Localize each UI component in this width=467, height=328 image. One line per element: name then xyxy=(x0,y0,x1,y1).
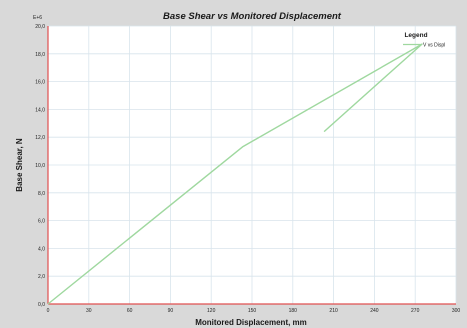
x-tick-label: 60 xyxy=(127,308,133,314)
x-tick-label: 30 xyxy=(86,308,92,314)
y-tick-label: 20,0 xyxy=(35,24,45,30)
grid-layer xyxy=(48,25,457,304)
y-tick-label: 8,0 xyxy=(38,191,45,197)
y-tick-label: 0,0 xyxy=(38,302,45,308)
y-tick-label: 10,0 xyxy=(35,163,45,169)
x-tick-label: 270 xyxy=(411,308,420,314)
x-tick-label: 300 xyxy=(452,308,461,314)
y-tick-label: 12,0 xyxy=(35,135,45,141)
y-tick-label: 2,0 xyxy=(38,274,45,280)
series-line xyxy=(47,43,423,305)
x-tick-label: 210 xyxy=(329,308,338,314)
x-tick-label: 150 xyxy=(248,308,257,314)
y-tick-label: 4,0 xyxy=(38,246,45,252)
legend-title: Legend xyxy=(404,32,427,39)
chart-title: Base Shear vs Monitored Displacement xyxy=(163,11,342,22)
x-tick-label: 180 xyxy=(289,308,298,314)
y-tick-label: 6,0 xyxy=(38,219,45,225)
y-tick-label: 16,0 xyxy=(35,80,45,86)
x-axis-title: Monitored Displacement, mm xyxy=(195,318,307,327)
legend-label: V vs Displ xyxy=(423,43,445,49)
y-multiplier: E+6 xyxy=(33,15,42,21)
x-tick-label: 90 xyxy=(168,308,174,314)
series-layer xyxy=(47,43,423,305)
legend: Legend V vs Displ xyxy=(403,32,445,49)
y-tick-label: 18,0 xyxy=(35,52,45,58)
x-tick-label: 0 xyxy=(47,308,50,314)
x-tick-label: 240 xyxy=(370,308,379,314)
y-axis-title: Base Shear, N xyxy=(15,138,24,192)
y-tick-label: 14,0 xyxy=(35,107,45,113)
tick-layer: 0 30 60 90 120 150 180 210 240 270 300 0,0 2,0 4,0 6,0… xyxy=(35,24,460,314)
x-tick-label: 120 xyxy=(207,308,216,314)
